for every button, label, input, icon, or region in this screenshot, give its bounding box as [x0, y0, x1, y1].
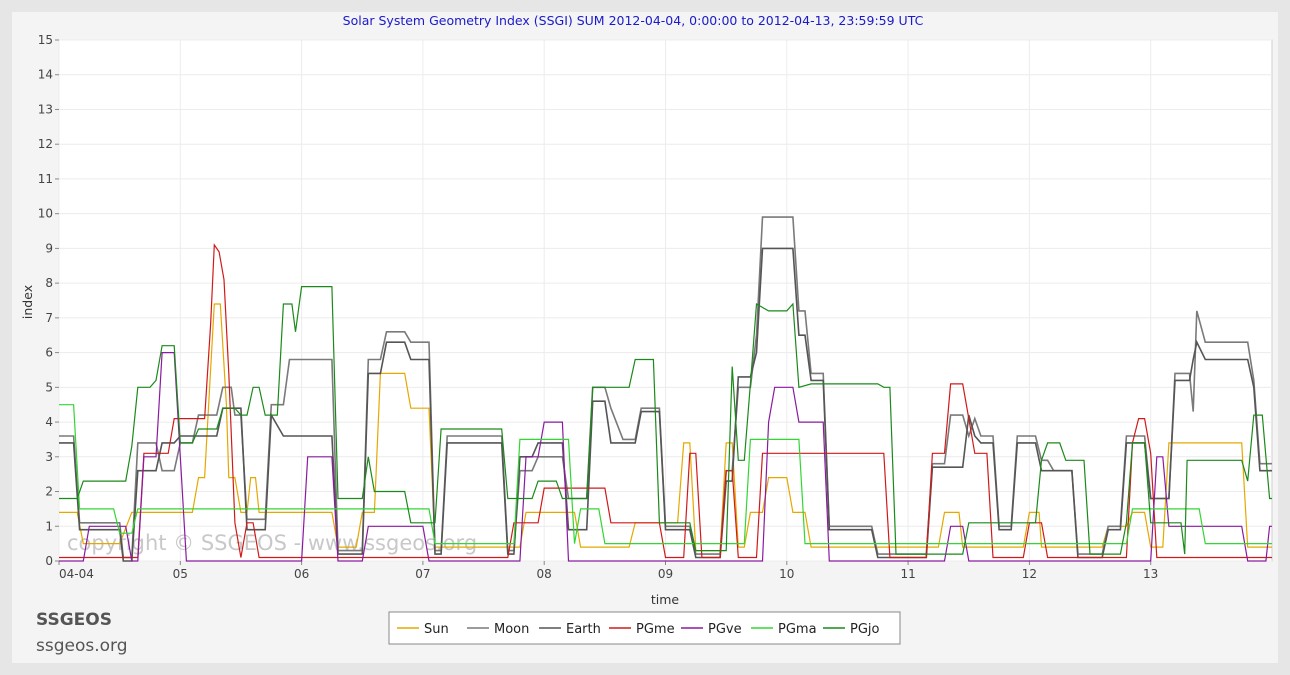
series-line-earth	[59, 247, 1272, 562]
legend-label: Sun	[424, 622, 449, 637]
legend-label: Moon	[494, 622, 529, 637]
y-tick-label: 12	[38, 137, 53, 151]
y-tick-label: 2	[45, 485, 53, 499]
chart-panel: Solar System Geometry Index (SSGI) SUM 2…	[12, 12, 1278, 663]
series-layer	[59, 216, 1272, 562]
x-tick-label: 11	[900, 567, 915, 581]
y-tick-label: 9	[45, 241, 53, 255]
series-line-pgme	[59, 243, 1272, 559]
x-tick-label: 08	[537, 567, 552, 581]
legend-item-sun: Sun	[397, 622, 449, 637]
y-tick-label: 4	[45, 415, 53, 429]
watermark: copyright © SSGEOS - www.ssgeos.org	[67, 531, 477, 555]
y-tick-label: 8	[45, 276, 53, 290]
y-tick-label: 0	[45, 554, 53, 568]
y-axis-label: index	[20, 285, 35, 319]
x-tick-label: 10	[779, 567, 794, 581]
x-tick-label: 04-04	[59, 567, 94, 581]
legend-item-pgjo: PGjo	[823, 622, 880, 637]
y-tick-label: 5	[45, 380, 53, 394]
brand-name: SSGEOS	[36, 610, 112, 630]
series-line-pgma	[59, 404, 1272, 545]
y-tick-label: 15	[38, 33, 53, 47]
legend-item-pgve: PGve	[681, 622, 742, 637]
y-tick-label: 11	[38, 172, 53, 186]
series-line-pgjo	[59, 286, 1272, 555]
legend: Sun Moon Earth PGme PGve PGma PGjo	[388, 611, 901, 645]
brand-url: ssgeos.org	[36, 636, 128, 656]
y-tick-label: 10	[38, 207, 53, 221]
y-tick-label: 1	[45, 519, 53, 533]
x-tick-label: 07	[415, 567, 430, 581]
x-tick-label: 06	[294, 567, 309, 581]
x-tick-label: 12	[1022, 567, 1037, 581]
legend-item-earth: Earth	[539, 622, 601, 637]
y-tick-label: 3	[45, 450, 53, 464]
chart-title: Solar System Geometry Index (SSGI) SUM 2…	[343, 13, 924, 28]
legend-label: PGma	[778, 622, 817, 637]
legend-item-pgma: PGma	[751, 622, 817, 637]
x-axis: 04-04 05 06 07 08 09 10 11 12 13	[58, 561, 1158, 581]
x-tick-label: 09	[658, 567, 673, 581]
y-tick-label: 6	[45, 346, 53, 360]
legend-label: PGme	[636, 622, 675, 637]
y-tick-label: 7	[45, 311, 53, 325]
legend-label: Earth	[566, 622, 601, 637]
y-tick-label: 13	[38, 102, 53, 116]
legend-item-pgme: PGme	[609, 622, 675, 637]
chart: Solar System Geometry Index (SSGI) SUM 2…	[20, 13, 1273, 645]
x-axis-label: time	[651, 592, 680, 607]
legend-label: PGjo	[850, 622, 880, 637]
x-tick-label: 13	[1143, 567, 1158, 581]
legend-label: PGve	[708, 622, 742, 637]
x-tick-label: 05	[173, 567, 188, 581]
legend-item-moon: Moon	[467, 622, 529, 637]
y-tick-label: 14	[38, 68, 53, 82]
